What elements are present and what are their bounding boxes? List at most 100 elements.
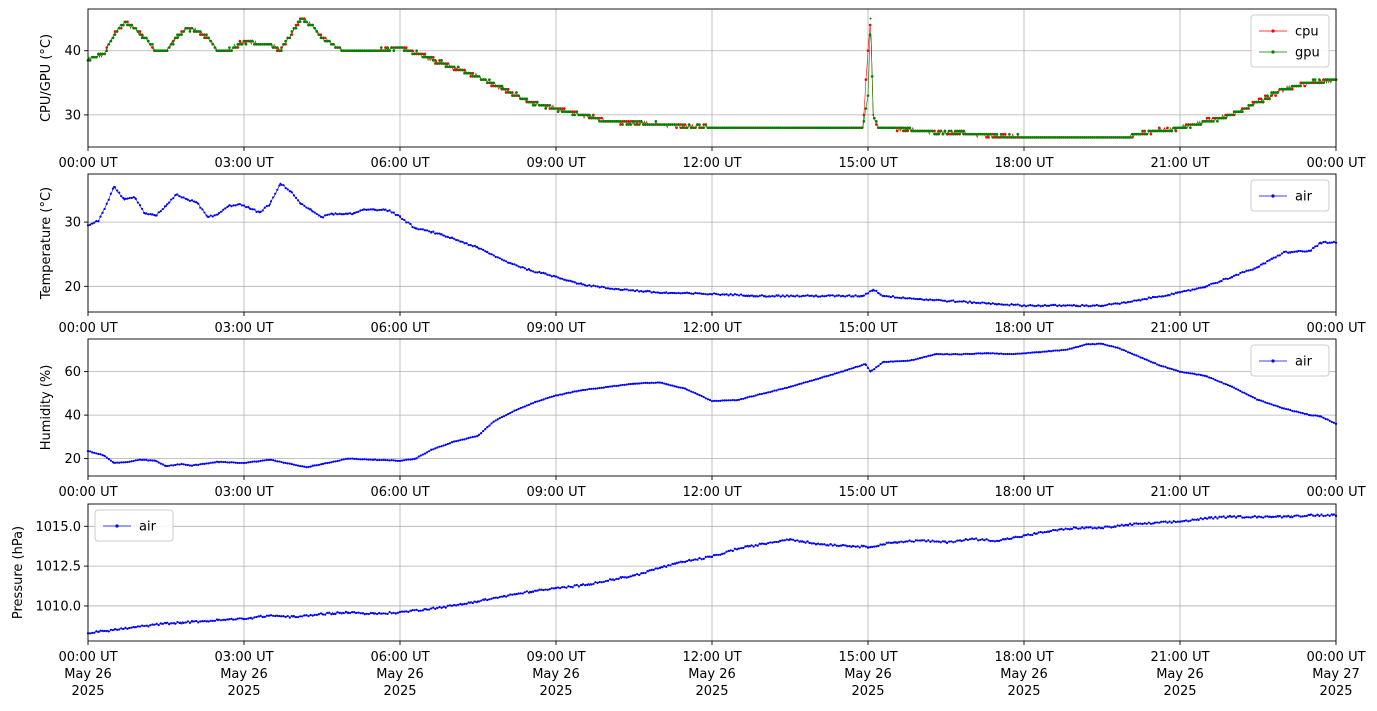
data-point xyxy=(1130,132,1134,136)
data-point xyxy=(99,453,102,456)
data-point xyxy=(873,368,876,371)
data-point xyxy=(405,610,408,613)
data-point xyxy=(303,20,306,24)
data-point xyxy=(550,395,553,398)
data-point xyxy=(775,294,778,297)
data-point xyxy=(538,588,541,591)
data-point xyxy=(1126,351,1130,354)
data-point xyxy=(1288,87,1292,91)
data-point xyxy=(448,65,452,69)
data-point xyxy=(879,293,882,296)
series-vertex-air xyxy=(279,182,282,185)
data-point xyxy=(1053,136,1057,139)
x-tick-label: 00:00 UT xyxy=(58,321,117,336)
data-point xyxy=(1103,136,1107,139)
data-point xyxy=(504,595,508,598)
data-point xyxy=(881,543,884,546)
series-vertex-air xyxy=(269,203,271,206)
data-point xyxy=(109,459,112,462)
data-point xyxy=(1216,379,1219,382)
series-vertex-air xyxy=(607,287,609,290)
data-point xyxy=(535,100,539,104)
data-point xyxy=(1128,300,1132,303)
data-point xyxy=(779,539,782,542)
data-point xyxy=(149,624,152,627)
data-point xyxy=(326,611,329,614)
data-point xyxy=(831,126,834,130)
data-point xyxy=(629,575,632,578)
data-point xyxy=(1047,349,1051,353)
data-point xyxy=(613,288,616,291)
data-point xyxy=(1079,344,1082,348)
data-point xyxy=(779,295,782,298)
data-point xyxy=(1291,516,1294,519)
data-point xyxy=(792,384,795,388)
data-point xyxy=(683,291,687,295)
series-vertex-gpu xyxy=(123,20,126,23)
data-point xyxy=(1068,528,1071,531)
data-point xyxy=(188,464,192,467)
x-tick-year: 2025 xyxy=(1319,684,1352,699)
data-point xyxy=(604,120,608,123)
data-point xyxy=(434,232,437,235)
data-point xyxy=(1139,522,1142,525)
data-point xyxy=(823,375,826,378)
data-point xyxy=(783,386,786,390)
data-point xyxy=(575,390,578,393)
data-point xyxy=(288,462,291,465)
data-point xyxy=(1328,514,1331,517)
data-point xyxy=(600,120,604,123)
data-point xyxy=(498,417,501,420)
data-point xyxy=(232,46,235,49)
data-point xyxy=(384,49,387,53)
data-point xyxy=(195,619,198,623)
data-point xyxy=(864,545,868,548)
data-point xyxy=(746,396,749,399)
data-point xyxy=(363,49,366,53)
series-vertex-air xyxy=(373,458,375,461)
data-point xyxy=(1141,522,1144,526)
data-point xyxy=(850,367,853,370)
data-point xyxy=(715,399,718,402)
series-vertex-gpu xyxy=(659,123,661,126)
data-point xyxy=(1062,304,1065,307)
data-point xyxy=(1284,515,1288,518)
data-point xyxy=(1305,514,1308,518)
data-point xyxy=(1108,302,1111,306)
data-point xyxy=(723,293,726,296)
data-point xyxy=(1128,522,1132,525)
data-point xyxy=(182,463,185,466)
data-point xyxy=(1062,348,1065,352)
data-point xyxy=(1006,352,1009,356)
data-point xyxy=(409,458,412,461)
data-point xyxy=(1093,343,1096,346)
data-point xyxy=(199,620,202,623)
data-point xyxy=(473,600,476,603)
data-point xyxy=(482,429,485,433)
data-point xyxy=(1164,129,1167,133)
data-point xyxy=(1218,116,1221,120)
data-point xyxy=(324,214,327,217)
data-point xyxy=(147,39,150,43)
data-point xyxy=(1274,256,1277,259)
data-point xyxy=(590,116,593,120)
data-point xyxy=(199,463,202,466)
data-point xyxy=(1162,365,1165,368)
series-vertex-air xyxy=(217,213,219,216)
series-vertex-air xyxy=(139,625,141,628)
data-point xyxy=(619,288,622,292)
data-point xyxy=(997,352,1001,355)
data-point xyxy=(708,292,712,296)
data-point xyxy=(706,555,709,558)
data-point xyxy=(234,204,237,207)
data-point xyxy=(1232,386,1236,389)
data-point xyxy=(292,194,296,197)
data-point xyxy=(694,291,697,294)
data-point xyxy=(247,617,250,620)
data-point xyxy=(170,622,173,625)
data-point xyxy=(1070,136,1074,139)
data-point xyxy=(1312,246,1315,250)
data-point xyxy=(771,126,774,130)
data-point xyxy=(925,355,928,358)
data-point xyxy=(621,383,624,387)
